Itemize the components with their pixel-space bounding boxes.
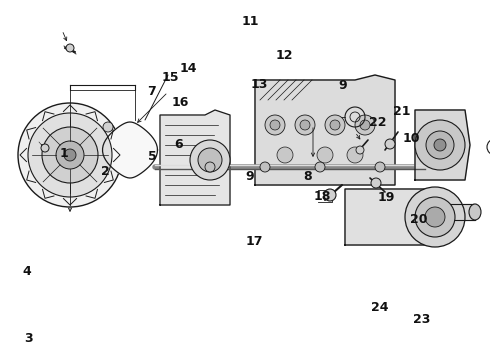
Text: 14: 14	[180, 62, 197, 75]
Circle shape	[426, 131, 454, 159]
Text: 22: 22	[368, 116, 386, 129]
Circle shape	[315, 162, 325, 172]
Circle shape	[103, 122, 113, 132]
Circle shape	[415, 197, 455, 237]
Text: 3: 3	[24, 332, 33, 345]
Circle shape	[270, 120, 280, 130]
Circle shape	[425, 207, 445, 227]
Circle shape	[198, 148, 222, 172]
Circle shape	[260, 162, 270, 172]
Text: 6: 6	[174, 138, 183, 150]
Circle shape	[347, 147, 363, 163]
Circle shape	[41, 144, 49, 152]
Text: 10: 10	[403, 132, 420, 145]
Text: 13: 13	[251, 78, 269, 91]
Circle shape	[277, 147, 293, 163]
Text: 9: 9	[245, 170, 254, 183]
Text: 21: 21	[393, 105, 411, 118]
Circle shape	[18, 103, 122, 207]
Polygon shape	[415, 110, 470, 180]
Circle shape	[28, 113, 112, 197]
Polygon shape	[443, 204, 475, 220]
Text: 1: 1	[59, 147, 68, 159]
Circle shape	[355, 115, 375, 135]
Ellipse shape	[469, 204, 481, 220]
Circle shape	[64, 149, 76, 161]
Text: 19: 19	[377, 191, 395, 204]
Text: 7: 7	[147, 85, 156, 98]
Text: 20: 20	[410, 213, 428, 226]
Circle shape	[375, 162, 385, 172]
Text: 4: 4	[23, 265, 31, 278]
Text: 18: 18	[314, 190, 331, 203]
Circle shape	[190, 140, 230, 180]
Text: 5: 5	[147, 150, 156, 163]
Circle shape	[265, 115, 285, 135]
Circle shape	[324, 189, 336, 201]
Text: 15: 15	[162, 71, 179, 84]
Text: 11: 11	[241, 15, 259, 28]
Text: 23: 23	[413, 313, 430, 326]
Circle shape	[434, 139, 446, 151]
Circle shape	[371, 178, 381, 188]
Text: 9: 9	[339, 79, 347, 92]
Circle shape	[330, 120, 340, 130]
Circle shape	[360, 120, 370, 130]
Circle shape	[415, 120, 465, 170]
Polygon shape	[160, 110, 230, 205]
Circle shape	[56, 141, 84, 169]
Circle shape	[356, 146, 364, 154]
Text: 2: 2	[101, 165, 110, 177]
Text: 24: 24	[371, 301, 389, 314]
Polygon shape	[345, 189, 455, 245]
Text: 17: 17	[245, 235, 263, 248]
Polygon shape	[255, 75, 395, 185]
Circle shape	[295, 115, 315, 135]
Circle shape	[405, 187, 465, 247]
Circle shape	[317, 147, 333, 163]
Circle shape	[325, 115, 345, 135]
Circle shape	[42, 127, 98, 183]
Circle shape	[66, 44, 74, 52]
Circle shape	[205, 162, 215, 172]
Text: 8: 8	[303, 170, 312, 183]
Polygon shape	[102, 122, 157, 178]
Text: 16: 16	[172, 96, 189, 109]
Circle shape	[385, 139, 395, 149]
Text: 12: 12	[275, 49, 293, 62]
Circle shape	[300, 120, 310, 130]
